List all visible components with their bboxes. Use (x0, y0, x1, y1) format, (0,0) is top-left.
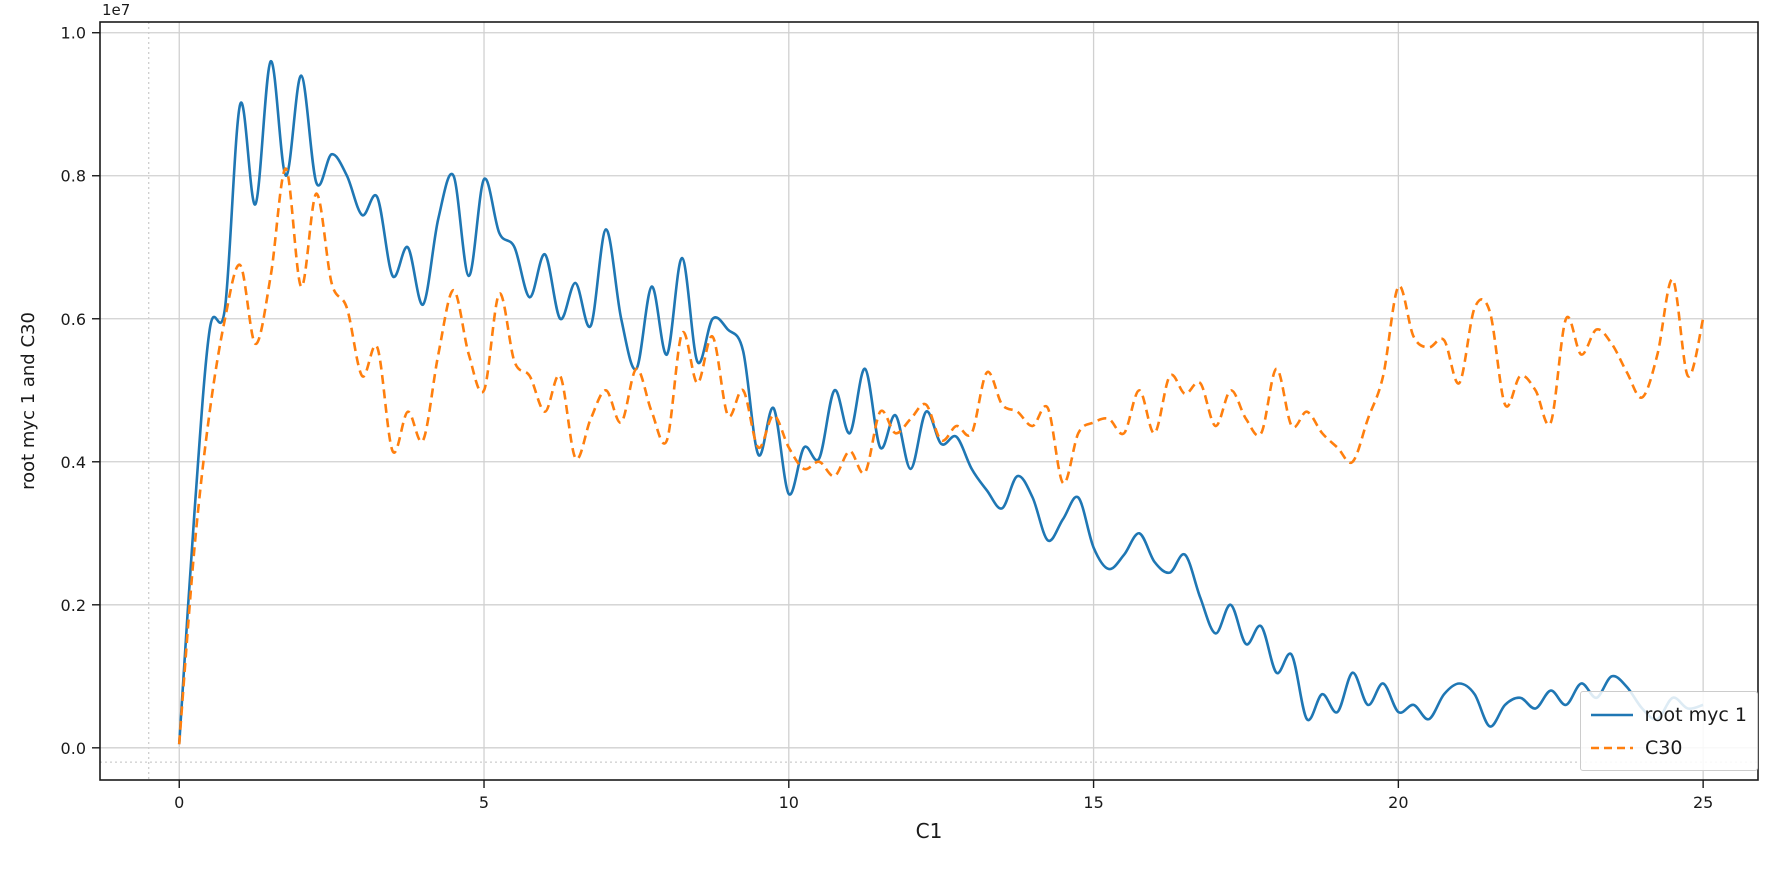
legend-line-sample-solid (1591, 713, 1633, 716)
y-tick-label: 0.8 (61, 167, 86, 186)
y-tick-label: 0.6 (61, 310, 86, 329)
x-tick-label: 0 (174, 793, 184, 812)
y-tick-label: 1.0 (61, 24, 86, 43)
y-axis-label: root myc 1 and C30 (18, 312, 39, 490)
legend-entry-root-myc-1: root myc 1 (1591, 704, 1747, 726)
x-axis-label: C1 (916, 819, 943, 843)
legend-label-c30: C30 (1645, 736, 1683, 759)
legend-entry-c30: C30 (1591, 737, 1747, 759)
y-axis-offset-text: 1e7 (102, 1, 130, 19)
series-line-root-myc-1 (177, 59, 1704, 745)
x-tick-label: 20 (1388, 793, 1408, 812)
legend: root myc 1 C30 (1580, 691, 1758, 771)
x-tick-label: 5 (479, 793, 489, 812)
y-tick-label: 0.4 (61, 453, 86, 472)
x-tick-label: 10 (779, 793, 799, 812)
y-tick-label: 0.2 (61, 596, 86, 615)
x-tick-label: 15 (1083, 793, 1103, 812)
y-tick-label: 0.0 (61, 739, 86, 758)
legend-line-sample-dashed (1591, 746, 1633, 749)
legend-label-root-myc-1: root myc 1 (1644, 703, 1747, 726)
x-tick-label: 25 (1693, 793, 1713, 812)
axes-spines (99, 21, 1759, 781)
series-line-c30 (177, 167, 1705, 745)
